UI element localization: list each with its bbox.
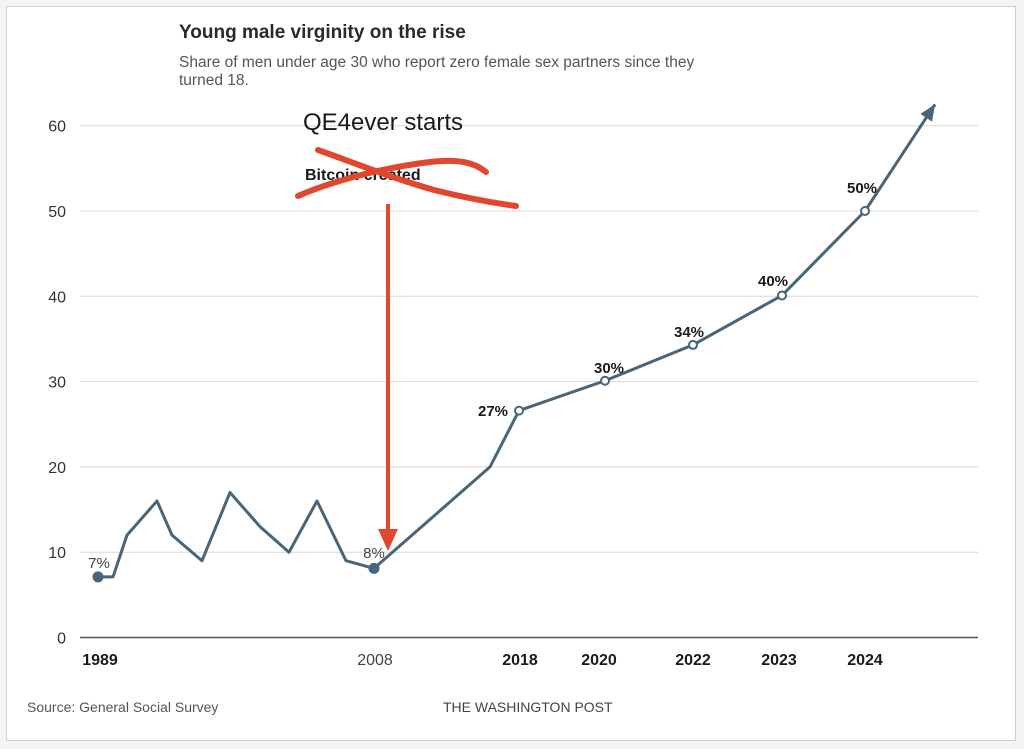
data-point-2023 — [777, 290, 787, 301]
chart-subtitle: Share of men under age 30 who report zer… — [179, 54, 695, 89]
x-tick-label: 2024 — [847, 652, 883, 669]
data-point-1989 — [92, 571, 104, 583]
source-note: Source: General Social Survey — [27, 699, 219, 715]
gridlines — [80, 125, 978, 639]
y-tick-label: 0 — [57, 631, 66, 648]
data-point-2008 — [368, 562, 380, 574]
data-label-2024: 50% — [847, 180, 877, 197]
x-tick-label: 2020 — [581, 652, 617, 669]
series-line — [98, 103, 937, 579]
data-label-2008: 8% — [363, 545, 385, 562]
data-label-2022: 34% — [674, 324, 704, 341]
red-arrow-head — [378, 529, 398, 551]
chart-title: Young male virginity on the rise — [179, 22, 466, 43]
publisher-credit: THE WASHINGTON POST — [443, 699, 613, 715]
y-tick-label: 50 — [48, 204, 66, 221]
x-tick-label: 2023 — [761, 652, 797, 669]
chart-frame — [6, 6, 1016, 741]
y-tick-label: 10 — [48, 545, 66, 562]
x-tick-label: 1989 — [82, 652, 118, 669]
data-point-2020 — [600, 375, 610, 386]
y-tick-label: 40 — [48, 289, 66, 306]
x-tick-label: 2022 — [675, 652, 711, 669]
data-label-1989: 7% — [88, 555, 110, 572]
y-tick-label: 30 — [48, 375, 66, 392]
x-tick-label: 2008 — [357, 652, 393, 669]
scribble-strike-1 — [295, 157, 489, 199]
y-axis-ticks: 0 10 20 30 40 50 60 — [48, 119, 66, 648]
data-point-2018 — [514, 405, 524, 416]
y-tick-label: 60 — [48, 119, 66, 136]
data-point-2024 — [860, 206, 870, 216]
data-label-2023: 40% — [758, 273, 788, 290]
data-label-2020: 30% — [594, 360, 624, 377]
data-labels: 7% 8% 27% 30% 34% 40% 50% — [88, 180, 877, 572]
data-point-2022 — [688, 339, 698, 350]
y-tick-label: 20 — [48, 460, 66, 477]
scribble-strike-2 — [315, 147, 519, 209]
x-tick-label: 2018 — [502, 652, 538, 669]
x-axis-ticks: 1989 2008 2018 2020 2022 2023 2024 — [82, 652, 883, 669]
data-label-2018: 27% — [478, 403, 508, 420]
qe4ever-annotation: QE4ever starts — [303, 109, 463, 136]
trend-arrow-head — [920, 104, 935, 122]
data-points — [92, 206, 870, 583]
